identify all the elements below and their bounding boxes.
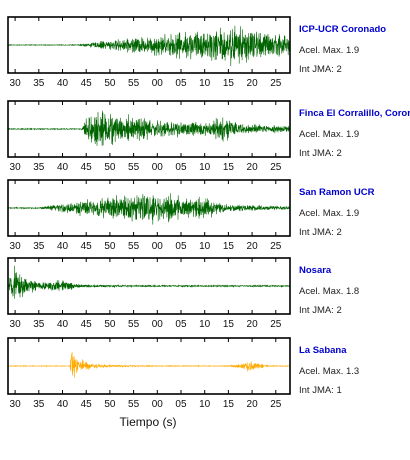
jma-intensity-label: Int JMA: 2 <box>299 64 342 75</box>
max-acceleration-label: Acel. Max. 1.9 <box>299 129 359 140</box>
station-panel: 30 35 40 45 50 55 00 05 10 15 20 25 San Ramon UCR Ace… <box>7 179 375 252</box>
x-tick-label: 50 <box>104 241 116 252</box>
x-tick-label: 00 <box>152 241 164 252</box>
x-axis-label: Tiempo (s) <box>120 415 177 429</box>
x-tick-label: 15 <box>223 162 235 173</box>
x-tick-label: 40 <box>57 319 69 330</box>
x-tick-label: 05 <box>175 241 187 252</box>
x-tick-label: 25 <box>270 78 282 89</box>
x-tick-label: 35 <box>33 399 45 410</box>
x-tick-label: 50 <box>104 399 116 410</box>
x-tick-label: 15 <box>223 241 235 252</box>
station-name: Finca El Corralillo, Corona <box>299 108 410 119</box>
jma-intensity-label: Int JMA: 2 <box>299 305 342 316</box>
x-tick-label: 45 <box>81 162 93 173</box>
x-tick-label: 55 <box>128 162 140 173</box>
station-name: San Ramon UCR <box>299 187 375 198</box>
x-tick-label: 00 <box>152 78 164 89</box>
max-acceleration-label: Acel. Max. 1.9 <box>299 208 359 219</box>
x-tick-label: 10 <box>199 78 211 89</box>
x-tick-label: 40 <box>57 162 69 173</box>
station-panel: 30 35 40 45 50 55 00 05 10 15 20 25 Nosara Acel. Max.… <box>7 257 359 330</box>
x-tick-label: 35 <box>33 241 45 252</box>
panel-frame <box>7 16 291 74</box>
x-tick-label: 00 <box>152 399 164 410</box>
x-tick-label: 55 <box>128 399 140 410</box>
x-tick-label: 35 <box>33 78 45 89</box>
station-panel: 30 35 40 45 50 55 00 05 10 15 20 25 ICP-UCR Coronado… <box>7 16 386 89</box>
x-tick-label: 10 <box>199 241 211 252</box>
x-tick-label: 25 <box>270 399 282 410</box>
x-tick-label: 50 <box>104 162 116 173</box>
x-tick-label: 50 <box>104 78 116 89</box>
x-tick-label: 10 <box>199 319 211 330</box>
x-tick-label: 20 <box>247 241 259 252</box>
x-tick-label: 10 <box>199 399 211 410</box>
x-tick-label: 05 <box>175 319 187 330</box>
jma-intensity-label: Int JMA: 2 <box>299 148 342 159</box>
waveform-trace <box>8 110 290 146</box>
x-tick-label: 40 <box>57 399 69 410</box>
x-tick-label: 45 <box>81 241 93 252</box>
panel-frame <box>7 257 291 315</box>
x-tick-label: 55 <box>128 319 140 330</box>
x-tick-label: 15 <box>223 319 235 330</box>
max-acceleration-label: Acel. Max. 1.8 <box>299 286 359 297</box>
x-tick-label: 10 <box>199 162 211 173</box>
x-tick-label: 25 <box>270 241 282 252</box>
x-tick-label: 55 <box>128 241 140 252</box>
x-tick-label: 45 <box>81 399 93 410</box>
x-tick-label: 40 <box>57 241 69 252</box>
station-panel: 30 35 40 45 50 55 00 05 10 15 20 25 Finca El Corrali… <box>7 100 410 173</box>
x-tick-label: 20 <box>247 78 259 89</box>
x-tick-label: 30 <box>10 399 22 410</box>
x-tick-label: 30 <box>10 162 22 173</box>
x-tick-label: 15 <box>223 78 235 89</box>
x-tick-label: 40 <box>57 78 69 89</box>
x-tick-label: 35 <box>33 319 45 330</box>
waveform-trace <box>8 265 290 299</box>
jma-intensity-label: Int JMA: 1 <box>299 385 342 396</box>
x-tick-label: 00 <box>152 162 164 173</box>
x-tick-label: 20 <box>247 399 259 410</box>
panel-frame <box>7 337 291 395</box>
waveform-trace <box>8 193 290 225</box>
x-tick-label: 00 <box>152 319 164 330</box>
jma-intensity-label: Int JMA: 2 <box>299 227 342 238</box>
x-tick-label: 25 <box>270 162 282 173</box>
x-tick-label: 05 <box>175 162 187 173</box>
station-name: Nosara <box>299 265 332 276</box>
x-tick-label: 05 <box>175 399 187 410</box>
x-tick-label: 55 <box>128 78 140 89</box>
waveform-trace <box>8 25 290 67</box>
x-tick-label: 50 <box>104 319 116 330</box>
x-tick-label: 20 <box>247 319 259 330</box>
max-acceleration-label: Acel. Max. 1.3 <box>299 366 359 377</box>
waveform-trace <box>8 351 290 378</box>
station-panel: 30 35 40 45 50 55 00 05 10 15 20 25 La Sabana Acel. M… <box>7 337 359 410</box>
x-tick-label: 05 <box>175 78 187 89</box>
x-tick-label: 15 <box>223 399 235 410</box>
x-tick-label: 30 <box>10 319 22 330</box>
station-name: La Sabana <box>299 345 347 356</box>
x-tick-label: 25 <box>270 319 282 330</box>
panel-frame <box>7 179 291 237</box>
x-tick-label: 35 <box>33 162 45 173</box>
x-tick-label: 30 <box>10 78 22 89</box>
panel-frame <box>7 100 291 158</box>
x-tick-label: 20 <box>247 162 259 173</box>
x-tick-label: 45 <box>81 319 93 330</box>
station-name: ICP-UCR Coronado <box>299 24 386 35</box>
x-tick-label: 30 <box>10 241 22 252</box>
x-tick-label: 45 <box>81 78 93 89</box>
max-acceleration-label: Acel. Max. 1.9 <box>299 45 359 56</box>
